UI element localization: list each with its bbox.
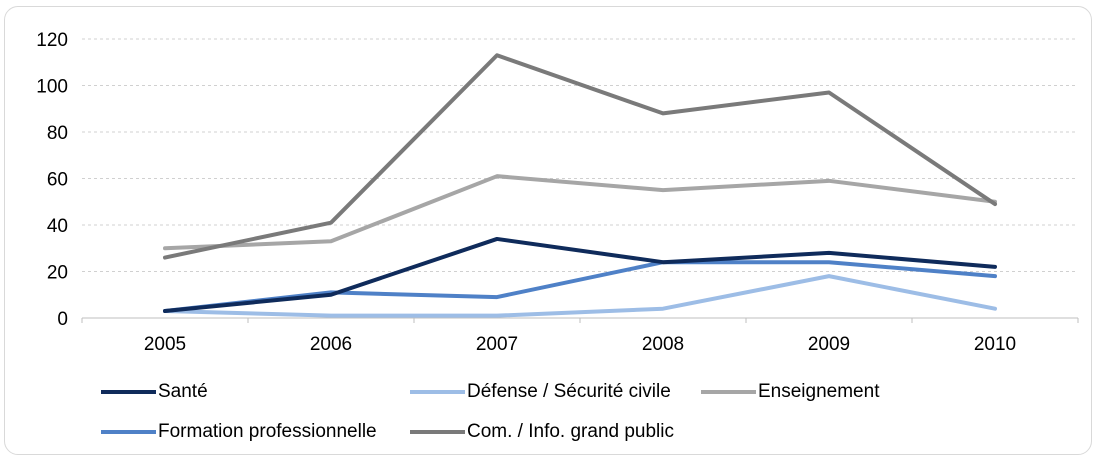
axes: 0 20 40 60 80 100 120 2005 2006 2007 2008 2009 2010: [36, 30, 1079, 355]
y-tick-label: 20: [47, 263, 68, 284]
series-line-1: [163, 274, 997, 318]
x-tick-label: 2007: [476, 334, 518, 355]
y-tick-label: 80: [47, 123, 68, 144]
series-line-0: [163, 236, 997, 314]
series-line-2: [163, 174, 997, 251]
y-tick-label: 0: [57, 309, 68, 330]
x-tick-label: 2006: [310, 334, 352, 355]
gridlines: [82, 38, 1078, 272]
series-line-3: [163, 260, 997, 314]
y-tick-label: 120: [36, 30, 68, 51]
x-tick-label: 2008: [642, 334, 684, 355]
series-line-4: [163, 53, 997, 260]
series-lines: [163, 53, 997, 318]
y-tick-label: 40: [47, 216, 68, 237]
chart-frame: [4, 6, 1092, 455]
y-tick-label: 60: [47, 170, 68, 191]
y-tick-label: 100: [36, 77, 68, 98]
x-tick-label: 2009: [808, 334, 850, 355]
x-tick-label: 2010: [974, 334, 1016, 355]
x-tick-label: 2005: [144, 334, 186, 355]
